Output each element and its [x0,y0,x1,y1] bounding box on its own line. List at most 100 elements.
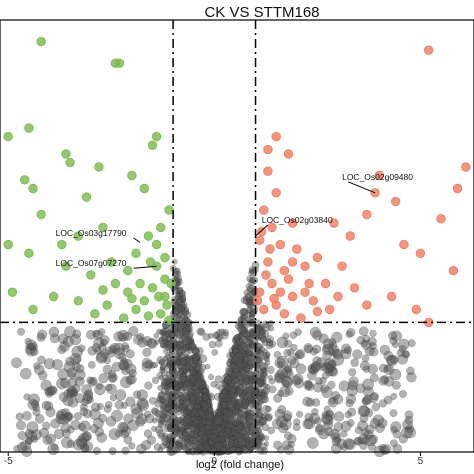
ns-point [261,412,270,421]
ns-point [198,385,207,395]
ns-point [180,297,187,304]
ns-point [200,403,210,412]
ns-point [346,419,355,427]
ns-point [203,422,212,430]
ns-point [33,362,41,370]
ns-point [172,312,181,321]
ns-point [163,414,171,423]
ns-point [193,433,199,440]
ns-point [273,372,285,384]
ns-point [238,391,247,399]
ns-point [383,350,394,361]
ns-point [197,399,207,409]
ns-point [234,429,242,437]
ns-point [175,425,183,433]
ns-point [206,415,212,421]
ns-point [230,439,238,448]
ns-point [195,376,203,384]
ns-point [65,356,75,366]
ns-point [187,410,196,419]
ns-point [238,432,246,440]
ns-point [389,337,398,345]
ns-point [263,435,270,441]
ns-point [122,331,133,341]
ns-point [190,416,197,422]
ns-point [230,351,238,358]
ns-point [193,370,202,379]
x-tick-label: 5 [418,456,424,467]
ns-point [173,330,181,337]
ns-point [229,429,237,437]
ns-point [216,442,224,450]
ns-point [162,355,169,362]
down-regulated-point [102,300,112,310]
ns-point [210,424,218,432]
up-regulated-point [292,244,302,254]
ns-point [183,369,192,378]
ns-point [229,382,238,391]
ns-point [212,425,221,434]
ns-point [200,437,209,446]
ns-point [215,425,222,432]
ns-point [397,353,408,365]
ns-point [202,387,208,394]
ns-point [253,356,261,364]
ns-point [83,441,94,452]
ns-point [362,386,374,398]
ns-point [236,364,245,372]
ns-point [193,428,200,435]
ns-point [183,407,190,414]
ns-point [194,375,202,384]
ns-point [197,428,205,437]
down-regulated-point [57,239,67,250]
ns-point [185,328,192,334]
ns-point [163,385,171,392]
ns-point [58,392,69,402]
ns-point [144,413,155,424]
up-regulated-point [287,257,298,267]
up-regulated-point [283,274,294,284]
up-regulated-point [296,313,306,323]
ns-point [245,344,251,351]
ns-point [181,347,191,357]
ns-point [215,339,223,348]
ns-point [165,396,172,403]
down-regulated-point [61,149,71,159]
ns-point [321,386,333,399]
ns-point [215,429,222,436]
ns-point [246,362,253,370]
ns-point [196,424,205,433]
ns-point [104,400,113,409]
ns-point [187,394,197,403]
ns-point [247,372,255,380]
ns-point [331,349,341,358]
ns-point [170,395,178,403]
ns-point [179,373,188,382]
ns-point [336,438,347,449]
ns-point [232,432,242,442]
ns-point [177,380,184,387]
ns-point [211,440,218,446]
ns-point [257,370,265,377]
ns-point [321,371,330,380]
ns-point [196,391,204,399]
ns-point [205,423,213,430]
ns-point [228,346,237,355]
ns-point [227,433,233,440]
ns-point [295,350,304,359]
ns-point [192,426,200,434]
ns-point [62,412,73,423]
ns-point [224,421,233,430]
ns-point [184,394,193,402]
ns-point [27,342,36,351]
ns-point [234,440,242,449]
ns-point [213,434,222,443]
ns-point [245,409,254,417]
ns-point [175,303,184,311]
ns-point [159,395,167,403]
ns-point [214,375,223,384]
ns-point [157,419,165,427]
ns-point [259,371,269,380]
up-regulated-point [452,183,463,194]
ns-point [187,338,194,346]
